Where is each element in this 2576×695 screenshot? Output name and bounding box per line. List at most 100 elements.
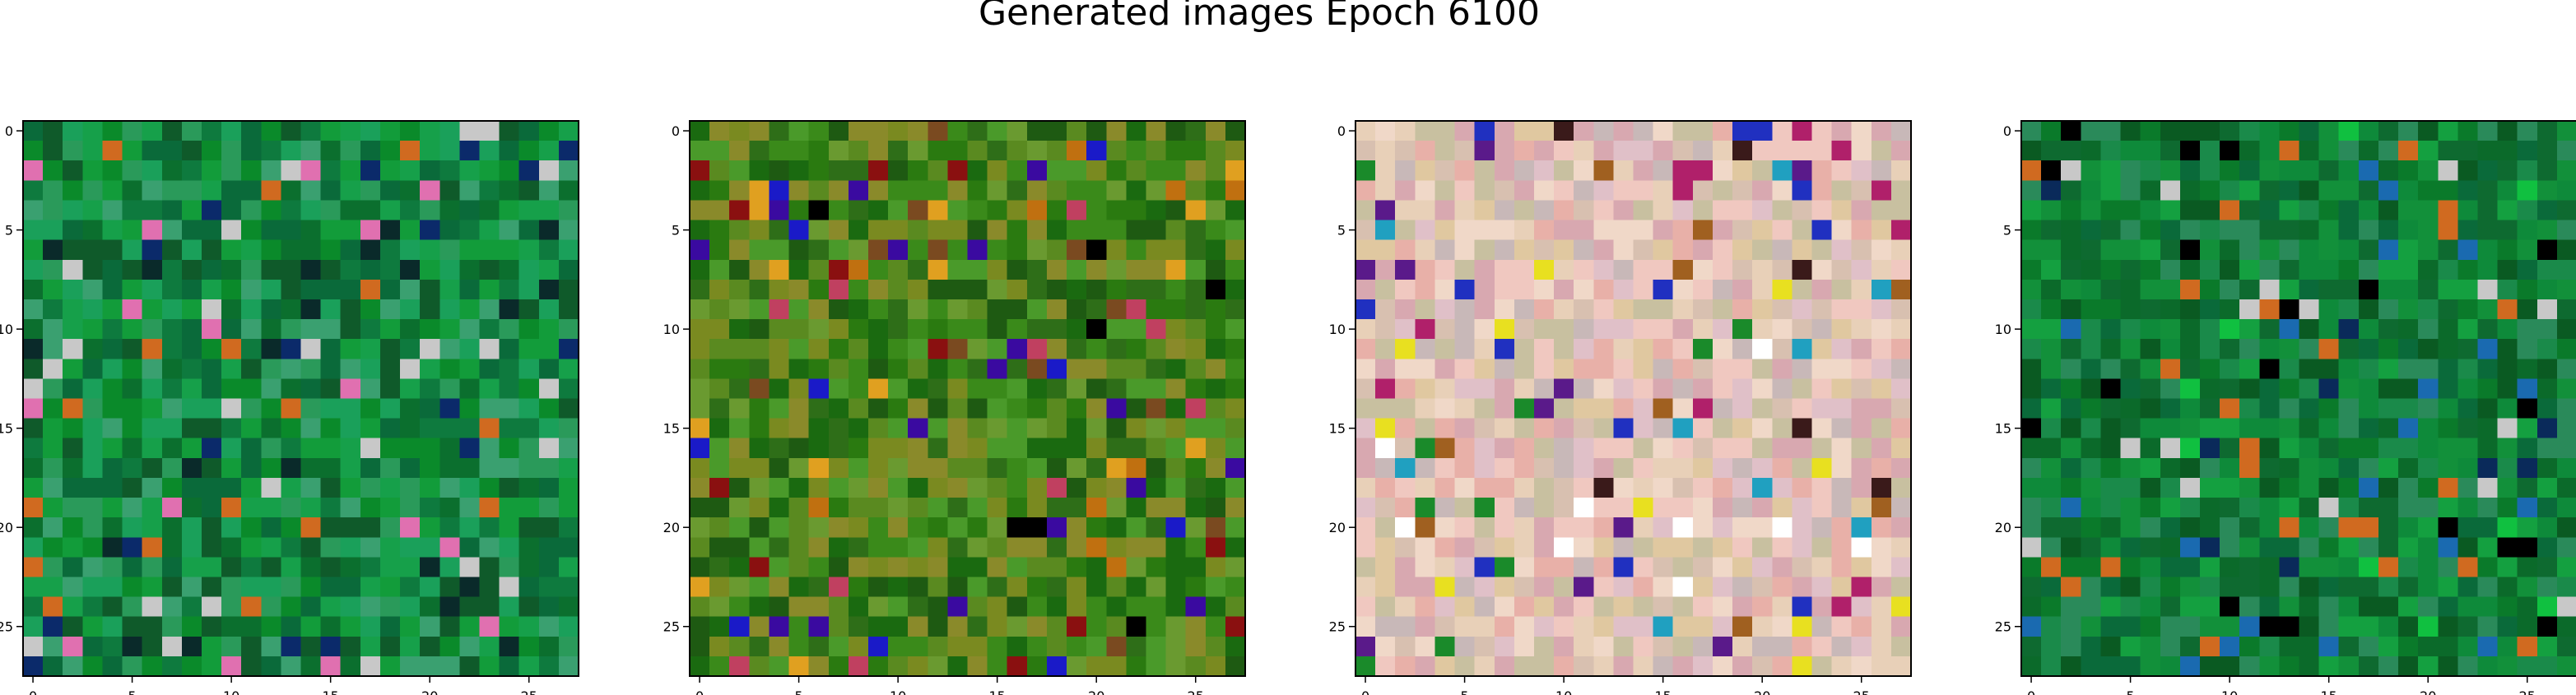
- pixel-cell: [2179, 656, 2201, 677]
- pixel-cell: [690, 378, 710, 400]
- pixel-cell: [1514, 160, 1535, 181]
- pixel-cell: [23, 636, 44, 657]
- pixel-cell: [1494, 378, 1515, 400]
- pixel-cell: [1554, 359, 1574, 379]
- pixel-cell: [690, 517, 710, 538]
- pixel-cell: [1871, 239, 1892, 261]
- pixel-cell: [1831, 616, 1853, 637]
- pixel-cell: [2259, 517, 2280, 538]
- pixel-cell: [1533, 160, 1555, 181]
- pixel-cell: [1067, 299, 1087, 320]
- pixel-cell: [2418, 636, 2439, 657]
- pixel-cell: [1692, 596, 1713, 618]
- pixel-cell: [1494, 180, 1515, 202]
- pixel-cell: [499, 121, 520, 141]
- pixel-cell: [2358, 438, 2379, 459]
- pixel-cell: [1792, 438, 1813, 459]
- pixel-cell: [1851, 418, 1872, 439]
- pixel-cell: [2100, 557, 2122, 578]
- pixel-cell: [749, 220, 770, 241]
- pixel-cell: [1126, 457, 1147, 479]
- pixel-cell: [1772, 180, 1793, 202]
- pixel-cell: [867, 220, 889, 241]
- pixel-cell: [2021, 457, 2042, 479]
- pixel-cell: [2536, 577, 2558, 598]
- pixel-cell: [788, 636, 810, 657]
- pixel-cell: [2497, 517, 2518, 538]
- pixel-cell: [1046, 398, 1067, 419]
- pixel-cell: [1146, 457, 1167, 479]
- pixel-cell: [1851, 557, 1872, 578]
- pixel-cell: [888, 477, 909, 498]
- pixel-cell: [1811, 359, 1833, 379]
- pixel-cell: [2378, 259, 2399, 280]
- pixel-cell: [908, 220, 928, 241]
- pixel-cell: [788, 200, 810, 221]
- pixel-cell: [2120, 160, 2141, 181]
- pixel-cell: [2358, 239, 2379, 261]
- pixel-cell: [1752, 299, 1773, 320]
- pixel-cell: [690, 279, 710, 300]
- pixel-cell: [1574, 378, 1594, 400]
- y-tick-label: 0: [2003, 123, 2011, 139]
- pixel-cell: [181, 200, 202, 221]
- pixel-cell: [379, 438, 401, 459]
- pixel-cell: [1046, 537, 1067, 558]
- pixel-cell: [1165, 498, 1187, 518]
- pixel-cell: [2477, 557, 2499, 578]
- pixel-cell: [2477, 200, 2499, 221]
- pixel-cell: [1026, 537, 1048, 558]
- pixel-cell: [161, 596, 183, 618]
- pixel-cell: [2398, 339, 2419, 359]
- pixel-cell: [400, 636, 421, 657]
- pixel-cell: [459, 438, 481, 459]
- pixel-cell: [709, 398, 730, 419]
- pixel-cell: [2378, 656, 2399, 677]
- pixel-cell: [479, 596, 500, 618]
- pixel-cell: [43, 259, 63, 280]
- pixel-cell: [867, 438, 889, 459]
- pixel-cell: [63, 121, 83, 141]
- pixel-cell: [1185, 160, 1207, 181]
- pixel-cell: [2517, 636, 2538, 657]
- pixel-cell: [1653, 359, 1674, 379]
- pixel-cell: [2239, 141, 2260, 161]
- pixel-cell: [2100, 537, 2122, 558]
- pixel-cell: [1593, 498, 1614, 518]
- pixel-cell: [2556, 279, 2576, 300]
- pixel-cell: [221, 438, 242, 459]
- pixel-cell: [2120, 339, 2141, 359]
- pixel-cell: [2358, 121, 2379, 141]
- pixel-cell: [63, 636, 83, 657]
- pixel-cell: [161, 359, 183, 379]
- pixel-cell: [2061, 160, 2081, 181]
- pixel-cell: [1225, 220, 1246, 241]
- pixel-cell: [1672, 477, 1694, 498]
- pixel-cell: [2061, 557, 2081, 578]
- pixel-cell: [1890, 160, 1912, 181]
- pixel-cell: [2398, 616, 2419, 637]
- pixel-cell: [1026, 398, 1048, 419]
- pixel-cell: [2279, 537, 2300, 558]
- pixel-cell: [2438, 359, 2458, 379]
- pixel-cell: [320, 457, 342, 479]
- pixel-cell: [1752, 656, 1773, 677]
- pixel-cell: [2457, 636, 2479, 657]
- pixel-cell: [2021, 220, 2042, 241]
- pixel-cell: [1046, 656, 1067, 677]
- pixel-cell: [1811, 438, 1833, 459]
- pixel-cell: [729, 517, 750, 538]
- pixel-cell: [161, 180, 183, 202]
- pixel-cell: [102, 477, 123, 498]
- pixel-cell: [1672, 319, 1694, 340]
- pixel-cell: [1831, 299, 1853, 320]
- pixel-cell: [1225, 477, 1246, 498]
- pixel-cell: [1554, 299, 1574, 320]
- pixel-cell: [1375, 239, 1396, 261]
- pixel-cell: [241, 299, 262, 320]
- pixel-cell: [2318, 259, 2340, 280]
- pixel-cell: [1434, 517, 1456, 538]
- pixel-cell: [420, 457, 440, 479]
- pixel-cell: [1225, 180, 1246, 202]
- pixel-cell: [161, 477, 183, 498]
